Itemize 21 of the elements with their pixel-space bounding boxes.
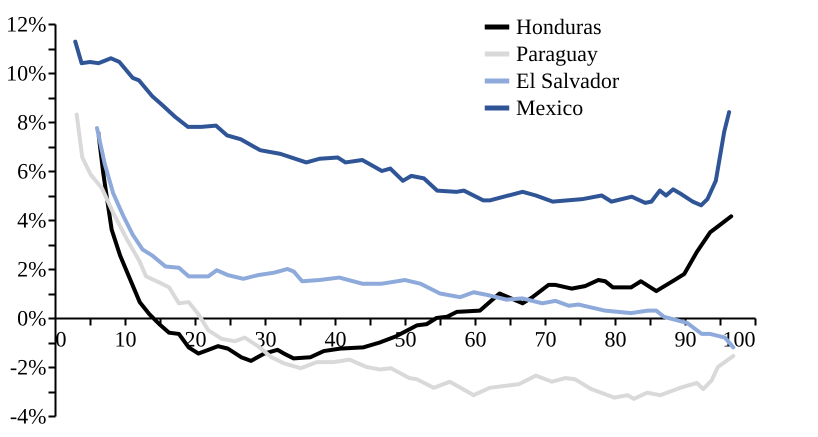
y-tick-label: -4%	[10, 404, 46, 428]
y-tick-label: 8%	[17, 110, 46, 134]
y-tick-label: 0%	[17, 306, 46, 330]
x-tick-label: 40	[324, 326, 346, 352]
line-series	[73, 40, 732, 208]
legend-label: El Salvador	[516, 68, 620, 93]
x-tick-label: 90	[674, 326, 696, 352]
legend-label: Paraguay	[516, 41, 598, 66]
y-tick-label: 4%	[17, 208, 46, 232]
y-tick-label: 10%	[6, 60, 46, 86]
x-tick-label: 0	[56, 326, 66, 352]
y-tick-label: -2%	[10, 354, 46, 380]
x-tick-label: 70	[534, 326, 556, 352]
y-tick-label: 6%	[17, 158, 46, 184]
x-tick-label: 10	[114, 326, 136, 352]
y-tick-label: 2%	[17, 256, 46, 282]
y-tick-label: 12%	[6, 12, 46, 36]
legend-label: Honduras	[516, 14, 602, 39]
x-tick-label: 80	[604, 326, 626, 352]
x-tick-label: 60	[464, 326, 486, 352]
legend-label: Mexico	[516, 95, 584, 120]
